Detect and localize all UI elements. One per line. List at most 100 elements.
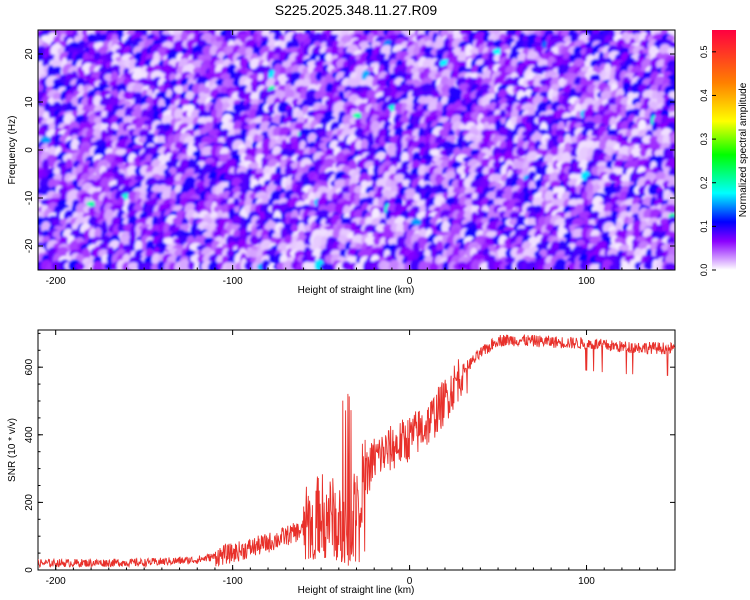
heatmap-cell	[354, 262, 364, 270]
heatmap-xlabel: Height of straight line (km)	[298, 285, 415, 296]
line-ytick-label: 0	[24, 567, 35, 573]
heatmap-cell	[325, 147, 335, 158]
heatmap-cell	[492, 160, 502, 170]
heatmap-cell	[487, 245, 498, 254]
heatmap-cell	[473, 105, 486, 113]
heatmap-cell	[535, 178, 543, 189]
heatmap-cell	[106, 253, 114, 265]
heatmap-cell	[665, 204, 675, 214]
heatmap-cell	[394, 173, 406, 182]
line-ytick-label: 600	[24, 358, 35, 375]
heatmap-xtick-label: -100	[223, 276, 243, 287]
heatmap-cell	[388, 73, 398, 81]
heatmap-cell	[304, 224, 313, 233]
colorbar-tick-label: 0.1	[699, 220, 709, 233]
heatmap-cell	[251, 84, 259, 93]
heatmap-cell	[237, 90, 247, 100]
line-xtick-label: -100	[223, 576, 243, 587]
heatmap-cell	[157, 129, 166, 139]
heatmap-cell	[639, 148, 647, 157]
heatmap-cell	[480, 179, 491, 189]
heatmap-cell	[631, 147, 643, 157]
heatmap-cell	[528, 211, 537, 221]
heatmap-cell	[245, 47, 254, 57]
heatmap-ytick-label: -10	[24, 190, 35, 205]
heatmap-cell	[249, 249, 259, 259]
heatmap-cell	[52, 92, 62, 101]
heatmap-cell	[596, 240, 608, 254]
heatmap-cell	[225, 158, 238, 172]
colorbar-tick-label: 0.2	[699, 176, 709, 189]
line-frame	[37, 329, 676, 571]
heatmap-cell	[544, 190, 555, 204]
heatmap-cell	[101, 110, 108, 119]
heatmap-cell	[226, 248, 236, 258]
heatmap-cell	[249, 235, 259, 246]
heatmap-cell	[42, 111, 50, 121]
colorbar-tick-label: 0.0	[699, 264, 709, 277]
heatmap-cell	[116, 163, 128, 172]
heatmap-cell	[225, 262, 236, 270]
heatmap-ytick-label: 10	[24, 96, 35, 108]
heatmap-cell	[527, 217, 537, 226]
line-ytick-label: 400	[24, 426, 35, 443]
heatmap-cell	[442, 261, 449, 270]
heatmap-cell	[463, 210, 473, 220]
heatmap-cell	[52, 230, 62, 239]
heatmap-cell	[573, 167, 585, 175]
heatmap-cell	[354, 77, 362, 88]
heatmap-cell	[325, 263, 335, 270]
heatmap-cell	[423, 172, 432, 184]
heatmap-cell	[471, 259, 481, 270]
heatmap-cell	[156, 242, 168, 251]
heatmap-cell	[59, 236, 69, 246]
heatmap-cell	[376, 53, 388, 62]
colorbar: 0.0 0.1 0.2 0.3 0.4 0.5 Normalized spectral a…	[699, 30, 749, 276]
heatmap-cell	[53, 167, 61, 176]
heatmap-cell	[457, 261, 468, 270]
heatmap-cell	[365, 236, 376, 245]
heatmap-cell	[373, 164, 380, 177]
colorbar-tick-label: 0.4	[699, 89, 709, 102]
heatmap-cell	[655, 248, 664, 259]
heatmap-cell	[554, 258, 568, 270]
heatmap-cell	[69, 240, 80, 253]
heatmap-cell	[172, 216, 185, 226]
heatmap-cell	[335, 152, 346, 165]
heatmap-cell	[438, 128, 452, 138]
heatmap-cell	[515, 85, 526, 94]
heatmap-cell	[664, 262, 675, 270]
line-xtick-label: 100	[578, 576, 595, 587]
heatmap-cell	[643, 262, 654, 270]
heatmap-xtick-label: 100	[578, 276, 595, 287]
heatmap-cell	[163, 237, 176, 245]
line-ylabel: SNR (10 * v/v)	[7, 418, 18, 482]
heatmap-cell	[87, 33, 97, 43]
heatmap-cell	[204, 87, 211, 94]
heatmap-cell	[471, 192, 479, 201]
heatmap-cell	[198, 110, 209, 119]
heatmap-cell	[200, 63, 207, 76]
heatmap-cell	[168, 66, 179, 76]
heatmap-xtick-label: 0	[407, 276, 413, 287]
heatmap-cell	[515, 161, 525, 171]
heatmap-cell	[491, 173, 503, 182]
heatmap-cell	[448, 129, 455, 138]
heatmap-blobs	[38, 30, 675, 270]
line-xtick-label: 0	[407, 576, 413, 587]
heatmap-cell	[109, 96, 121, 107]
heatmap-cell	[239, 57, 249, 70]
heatmap-cell	[350, 141, 358, 151]
heatmap-cell	[187, 261, 195, 270]
line-ytick-label: 200	[24, 494, 35, 511]
heatmap-cell	[568, 192, 580, 201]
heatmap-cell	[662, 222, 671, 234]
line-xlabel: Height of straight line (km)	[298, 585, 415, 596]
heatmap-cell	[233, 206, 242, 215]
colorbar-tick-label: 0.3	[699, 133, 709, 146]
heatmap-cell	[583, 108, 596, 121]
heatmap-cell	[621, 260, 630, 270]
heatmap-cell	[569, 185, 577, 195]
